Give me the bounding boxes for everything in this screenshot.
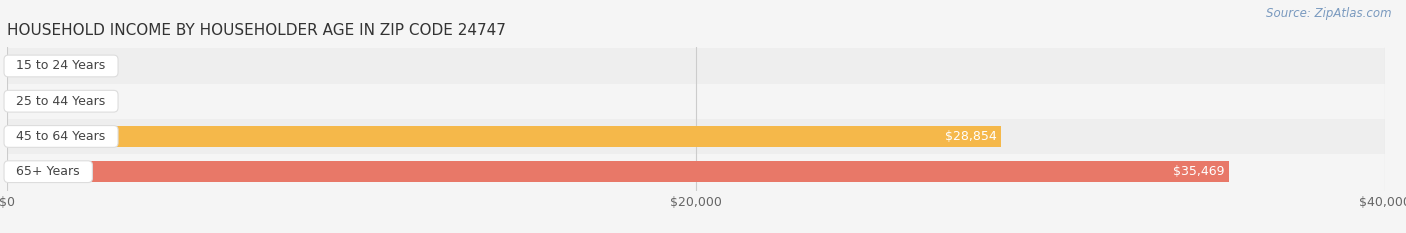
Text: $0: $0 [97,59,112,72]
Bar [7,91,83,111]
Text: 45 to 64 Years: 45 to 64 Years [8,130,114,143]
Bar [7,154,1385,189]
Bar [7,48,1385,84]
Text: 25 to 44 Years: 25 to 44 Years [8,95,114,108]
Text: $28,854: $28,854 [945,130,997,143]
Text: HOUSEHOLD INCOME BY HOUSEHOLDER AGE IN ZIP CODE 24747: HOUSEHOLD INCOME BY HOUSEHOLDER AGE IN Z… [7,24,506,38]
Text: 65+ Years: 65+ Years [8,165,89,178]
Text: Source: ZipAtlas.com: Source: ZipAtlas.com [1267,7,1392,20]
Bar [7,119,1385,154]
Bar [7,56,83,76]
Text: $0: $0 [97,95,112,108]
Bar [7,126,1001,147]
Bar [7,84,1385,119]
Bar [7,161,1229,182]
Text: 15 to 24 Years: 15 to 24 Years [8,59,114,72]
Text: $35,469: $35,469 [1173,165,1225,178]
